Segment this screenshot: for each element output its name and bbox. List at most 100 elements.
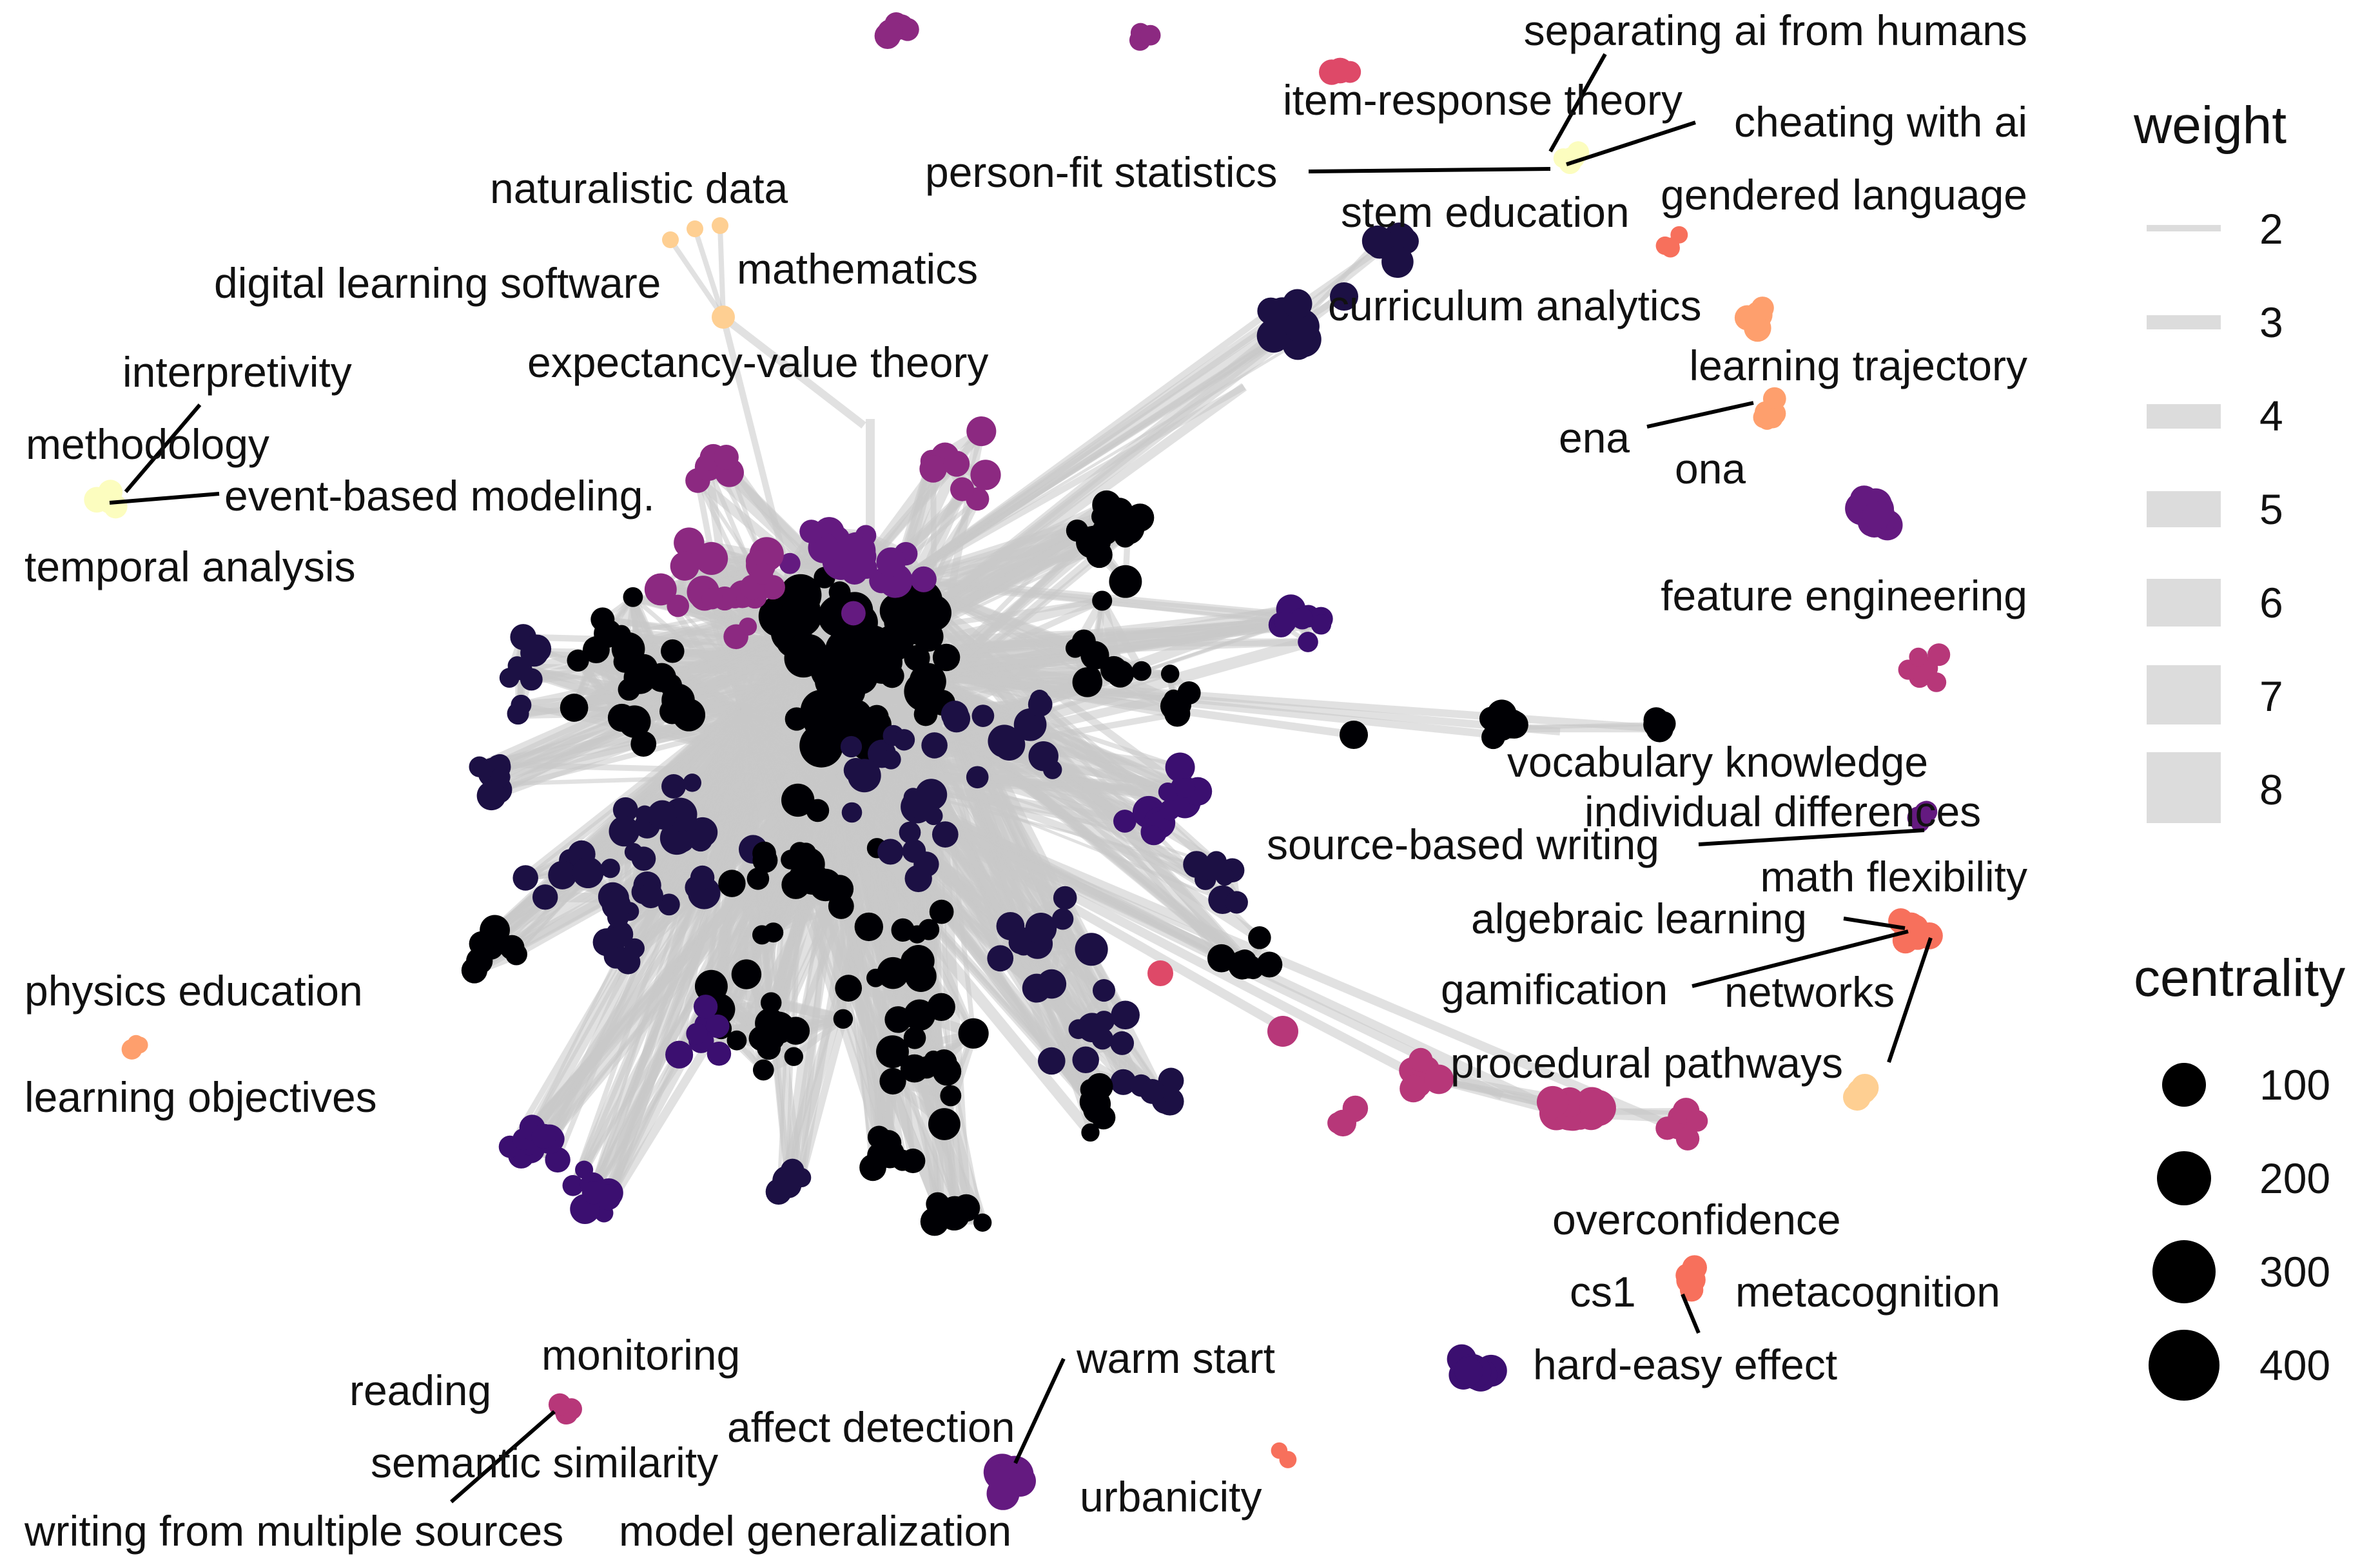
network-node bbox=[854, 912, 884, 942]
network-node bbox=[884, 608, 913, 637]
network-node bbox=[1536, 1085, 1569, 1118]
legend-weight-key-3 bbox=[2147, 315, 2221, 329]
network-node bbox=[1114, 526, 1136, 548]
network-node bbox=[1158, 782, 1178, 802]
network-node bbox=[1686, 1110, 1708, 1132]
network-node bbox=[695, 541, 728, 575]
label-vocab: vocabulary knowledge bbox=[1507, 738, 1928, 786]
network-node bbox=[1400, 1074, 1427, 1103]
network-edge bbox=[901, 324, 1303, 582]
leader-warm-start bbox=[1013, 1357, 1066, 1464]
network-node bbox=[630, 731, 657, 757]
label-gamification: gamification bbox=[1441, 966, 1668, 1013]
label-indiv-diff: individual differences bbox=[1585, 788, 1981, 835]
network-edge bbox=[836, 769, 1678, 1132]
network-node bbox=[1113, 810, 1136, 833]
legend-centrality-key-300 bbox=[2152, 1240, 2216, 1303]
network-node bbox=[1282, 289, 1312, 319]
network-node bbox=[1274, 612, 1296, 634]
label-naturalistic: naturalistic data bbox=[490, 164, 788, 212]
network-node bbox=[1655, 236, 1675, 255]
network-node bbox=[674, 527, 705, 558]
network-node bbox=[1110, 1031, 1135, 1055]
network-node bbox=[638, 883, 663, 909]
label-curriculum: curriculum analytics bbox=[1328, 282, 1702, 329]
network-node bbox=[618, 678, 641, 701]
network-edge bbox=[837, 771, 1198, 794]
network-node bbox=[993, 728, 1026, 761]
label-evt: expectancy-value theory bbox=[527, 338, 988, 386]
network-node bbox=[784, 1047, 803, 1066]
network-node bbox=[1051, 908, 1074, 930]
network-node bbox=[877, 19, 903, 45]
network-node bbox=[840, 735, 863, 758]
network-node bbox=[683, 773, 702, 792]
network-node bbox=[1101, 501, 1128, 528]
leader-procedural bbox=[1887, 937, 1933, 1063]
network-node bbox=[661, 774, 686, 799]
network-node bbox=[466, 948, 493, 975]
network-node bbox=[950, 477, 975, 501]
network-node bbox=[548, 860, 577, 889]
network-node bbox=[1038, 1047, 1066, 1075]
network-node bbox=[901, 948, 927, 974]
network-node bbox=[469, 756, 490, 777]
network-node bbox=[647, 800, 677, 830]
network-node bbox=[1147, 960, 1173, 986]
network-node bbox=[731, 959, 762, 989]
legend-weight-label-2: 2 bbox=[2259, 205, 2283, 253]
legend-weight-key-2 bbox=[2147, 225, 2221, 231]
network-node bbox=[567, 649, 589, 672]
network-edge bbox=[739, 708, 790, 1181]
leader-source-based bbox=[1698, 828, 1925, 846]
network-node bbox=[1676, 1267, 1704, 1294]
label-physics: physics education bbox=[24, 967, 363, 1015]
network-node bbox=[1080, 641, 1109, 670]
label-overconfidence: overconfidence bbox=[1552, 1196, 1841, 1243]
network-node bbox=[1907, 806, 1930, 829]
network-edge bbox=[837, 772, 1197, 866]
network-node bbox=[701, 588, 723, 610]
legend-weight: weight 2 3 4 5 6 7 8 bbox=[2133, 96, 2287, 823]
label-model-gen: model generalization bbox=[619, 1507, 1011, 1555]
network-node bbox=[1329, 1109, 1357, 1137]
network-edge bbox=[571, 708, 744, 1187]
network-node bbox=[1267, 1016, 1298, 1047]
network-node bbox=[910, 566, 937, 592]
legend-weight-key-7 bbox=[2147, 665, 2221, 724]
network-node bbox=[931, 1049, 957, 1075]
legend-weight-key-4 bbox=[2147, 404, 2221, 429]
network-node bbox=[1741, 307, 1766, 333]
network-node bbox=[1106, 660, 1135, 688]
network-node bbox=[1140, 24, 1161, 46]
network-node bbox=[875, 1147, 895, 1166]
network-node bbox=[893, 729, 915, 751]
network-node bbox=[560, 694, 589, 722]
network-node bbox=[881, 749, 901, 770]
network-node bbox=[986, 1477, 1020, 1510]
network-node bbox=[491, 767, 511, 787]
network-node bbox=[623, 587, 643, 607]
network-node bbox=[1248, 926, 1271, 949]
network-node bbox=[932, 821, 959, 848]
label-algebraic: algebraic learning bbox=[1471, 895, 1807, 942]
leader-person-fit bbox=[1308, 167, 1551, 173]
network-node bbox=[1225, 891, 1248, 914]
network-node bbox=[966, 416, 997, 447]
network-node bbox=[727, 1030, 747, 1051]
network-node bbox=[799, 520, 823, 543]
network-edge bbox=[717, 225, 726, 318]
network-edge bbox=[900, 308, 1273, 583]
network-node bbox=[572, 857, 604, 889]
network-node bbox=[1072, 1046, 1099, 1074]
network-node bbox=[958, 1018, 989, 1049]
network-node bbox=[1083, 1096, 1109, 1122]
legend-weight-label-8: 8 bbox=[2259, 766, 2283, 813]
label-event-based: event-based modeling. bbox=[224, 472, 655, 520]
network-nodes bbox=[84, 12, 1951, 1510]
network-node bbox=[904, 999, 935, 1031]
legend-weight-key-6 bbox=[2147, 579, 2221, 627]
network-edge bbox=[721, 314, 866, 429]
network-node bbox=[1109, 565, 1142, 598]
network-node bbox=[1092, 590, 1113, 611]
